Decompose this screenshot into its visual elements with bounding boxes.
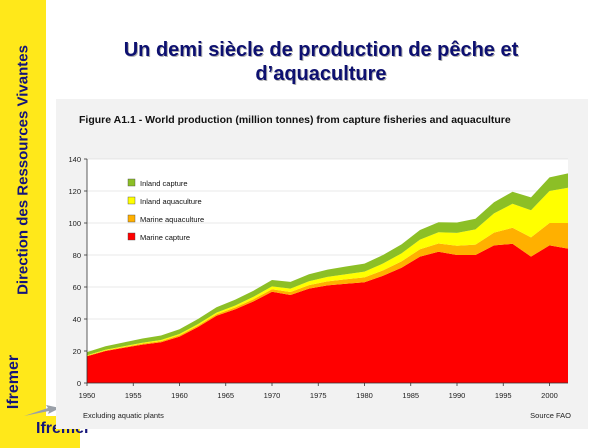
y-tick-label: 20 bbox=[73, 347, 81, 356]
x-tick-label: 1980 bbox=[356, 391, 373, 400]
chart-panel: Figure A1.1 - World production (million … bbox=[56, 99, 588, 429]
chart: Figure A1.1 - World production (million … bbox=[68, 114, 571, 420]
legend-swatch-inland-aquaculture bbox=[127, 196, 136, 205]
slide-title-line-1: Un demi siècle de production de pêche et bbox=[123, 39, 519, 61]
logo-arrow-icon bbox=[24, 405, 60, 416]
slide-title: Un demi siècle de production de pêche et… bbox=[56, 38, 586, 86]
x-tick-label: 1990 bbox=[449, 391, 466, 400]
y-tick-label: 0 bbox=[77, 379, 81, 388]
series-area-marine-aquaculture bbox=[87, 223, 568, 357]
series-area-marine-capture bbox=[87, 243, 568, 383]
legend-swatch-marine-aquaculture bbox=[127, 214, 136, 223]
y-tick-label: 100 bbox=[68, 219, 81, 228]
chart-source: Source FAO bbox=[530, 411, 571, 420]
chart-footnote: Excluding aquatic plants bbox=[83, 411, 164, 420]
x-tick-label: 1965 bbox=[217, 391, 234, 400]
slide-title-line-2: d’aquaculture bbox=[255, 63, 387, 85]
y-tick-label: 40 bbox=[73, 315, 81, 324]
chart-title: Figure A1.1 - World production (million … bbox=[79, 114, 511, 126]
x-tick-label: 1955 bbox=[125, 391, 142, 400]
x-tick-label: 1950 bbox=[79, 391, 96, 400]
x-tick-label: 2000 bbox=[541, 391, 558, 400]
y-tick-label: 80 bbox=[73, 251, 81, 260]
sidebar bbox=[0, 0, 46, 448]
legend-swatch-inland-capture bbox=[127, 178, 136, 187]
y-tick-label: 120 bbox=[68, 187, 81, 196]
legend-label-marine-capture: Marine capture bbox=[140, 233, 190, 242]
sidebar-department-label: Direction des Ressources Vivantes bbox=[14, 45, 32, 295]
y-tick-label: 140 bbox=[68, 155, 81, 164]
x-tick-label: 1970 bbox=[264, 391, 281, 400]
x-tick-label: 1975 bbox=[310, 391, 327, 400]
legend-label-inland-aquaculture: Inland aquaculture bbox=[140, 197, 202, 206]
y-tick-label: 60 bbox=[73, 283, 81, 292]
legend-swatch-marine-capture bbox=[127, 232, 136, 241]
x-tick-label: 1995 bbox=[495, 391, 512, 400]
ifremer-logo-vertical: Ifremer bbox=[5, 354, 22, 410]
legend-label-inland-capture: Inland capture bbox=[140, 179, 188, 188]
x-tick-label: 1960 bbox=[171, 391, 188, 400]
legend-label-marine-aquaculture: Marine aquaculture bbox=[140, 215, 204, 224]
x-tick-label: 1985 bbox=[402, 391, 419, 400]
